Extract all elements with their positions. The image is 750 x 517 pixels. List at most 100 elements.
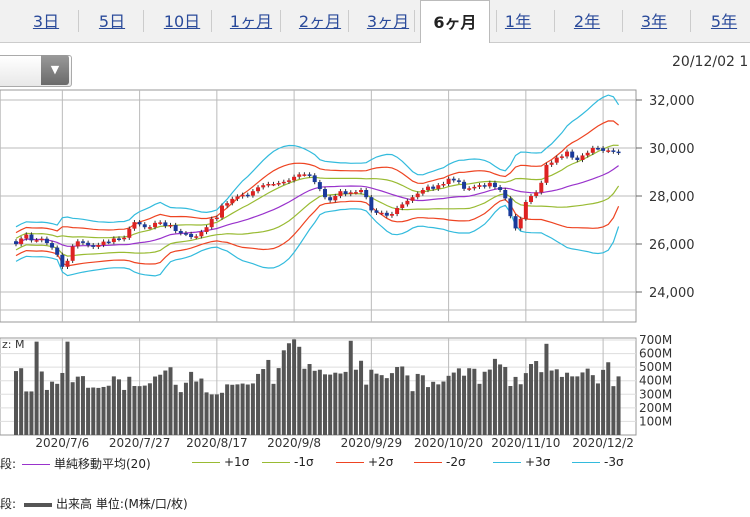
volume-bar (426, 387, 430, 435)
tab-8[interactable]: 2年 (573, 12, 601, 31)
date-tick-label: 2020/9/29 (341, 436, 403, 450)
candle (86, 242, 91, 246)
volume-bar (503, 367, 508, 435)
candle (590, 148, 595, 153)
candle (29, 234, 34, 241)
volume-tick-label: 600M (639, 347, 672, 361)
candle (523, 202, 528, 219)
candle (395, 208, 400, 214)
volume-bar (451, 372, 456, 435)
moving-average-line (15, 165, 619, 247)
candle (467, 188, 472, 190)
volume-bar (554, 369, 559, 435)
candle (426, 186, 430, 190)
candle (214, 217, 219, 220)
volume-bar (307, 364, 312, 435)
candle (400, 204, 405, 208)
legend-item-2: -1σ (262, 455, 314, 471)
volume-bar (508, 386, 513, 435)
volume-bar (482, 371, 487, 435)
candle (359, 190, 364, 193)
candle (611, 150, 616, 152)
volume-bar (147, 383, 152, 435)
candle (127, 228, 132, 238)
tab-9[interactable]: 3年 (640, 12, 668, 31)
candle (101, 241, 106, 245)
volume-bar (467, 368, 472, 435)
volume-bar (477, 383, 482, 435)
volume-bar (611, 386, 616, 435)
volume-bar (565, 372, 570, 435)
volume-bar (60, 372, 65, 435)
volume-bar (559, 376, 564, 435)
legend-label: -3σ (604, 455, 624, 469)
volume-bar (585, 368, 590, 435)
legend-label: -1σ (294, 455, 314, 469)
candle (559, 156, 564, 158)
volume-bar (395, 367, 400, 435)
legend-swatch (336, 462, 364, 463)
candle (132, 222, 137, 229)
tab-3[interactable]: 1ヶ月 (229, 12, 273, 31)
tab-4[interactable]: 2ヶ月 (298, 12, 342, 31)
candle (44, 238, 49, 244)
candle (70, 246, 75, 261)
volume-bar (292, 339, 297, 435)
volume-bar (338, 373, 343, 435)
volume-bar (173, 384, 178, 435)
candle (91, 245, 96, 247)
date-tick-label: 2020/11/10 (491, 436, 560, 450)
candle (297, 174, 302, 177)
volume-bar (348, 340, 353, 435)
tab-7[interactable]: 1年 (504, 12, 532, 31)
candle (580, 155, 585, 160)
volume-bar (50, 381, 55, 435)
date-tick-label: 2020/7/6 (35, 436, 89, 450)
candle (14, 241, 18, 245)
volume-bar (235, 384, 240, 435)
candle (420, 190, 425, 194)
candle (498, 187, 503, 190)
volume-bar (523, 373, 528, 435)
candle (286, 180, 291, 182)
tab-2[interactable]: 10日 (163, 12, 201, 31)
legend-item-3: +2σ (336, 455, 393, 471)
volume-bar (405, 375, 410, 435)
tab-0[interactable]: 3日 (32, 12, 60, 31)
tab-10[interactable]: 5年 (710, 12, 738, 31)
legend-swatch (572, 462, 600, 463)
candle (575, 157, 580, 160)
legend-item-volume: 出来高 単位:(M株/口/枚) (24, 495, 188, 511)
volume-bar (410, 391, 415, 435)
volume-bar (214, 394, 219, 435)
volume-tick-label: 300M (639, 387, 672, 401)
candle (106, 241, 111, 244)
candle (245, 194, 250, 197)
indicator-dropdown[interactable]: ▼ (0, 55, 72, 87)
volume-bar (137, 386, 142, 435)
candle (451, 178, 456, 181)
legend-prefix: 段: (0, 497, 17, 511)
tab-1[interactable]: 5日 (98, 12, 126, 31)
date-tick-label: 2020/8/17 (186, 436, 248, 450)
volume-bar (240, 383, 245, 435)
candle (117, 238, 121, 240)
volume-bar (271, 383, 276, 435)
candle (369, 197, 374, 211)
price-axis: 32,000 30,000 28,000 26,000 24,000 (636, 94, 695, 301)
candle (472, 186, 477, 189)
candle (266, 184, 271, 186)
candle (80, 241, 85, 243)
volume-bar (111, 376, 116, 435)
legend-item-5: +3σ (493, 455, 550, 471)
candle (544, 164, 549, 183)
tab-separator (554, 10, 555, 32)
tab-6[interactable]: 6ヶ月 (420, 0, 490, 43)
tab-5[interactable]: 3ヶ月 (366, 12, 410, 31)
chevron-down-icon[interactable]: ▼ (41, 55, 69, 85)
volume-bar (281, 350, 286, 435)
volume-bar (595, 383, 600, 435)
tab-separator (78, 10, 79, 32)
candle (585, 152, 590, 156)
volume-bar (389, 373, 394, 435)
